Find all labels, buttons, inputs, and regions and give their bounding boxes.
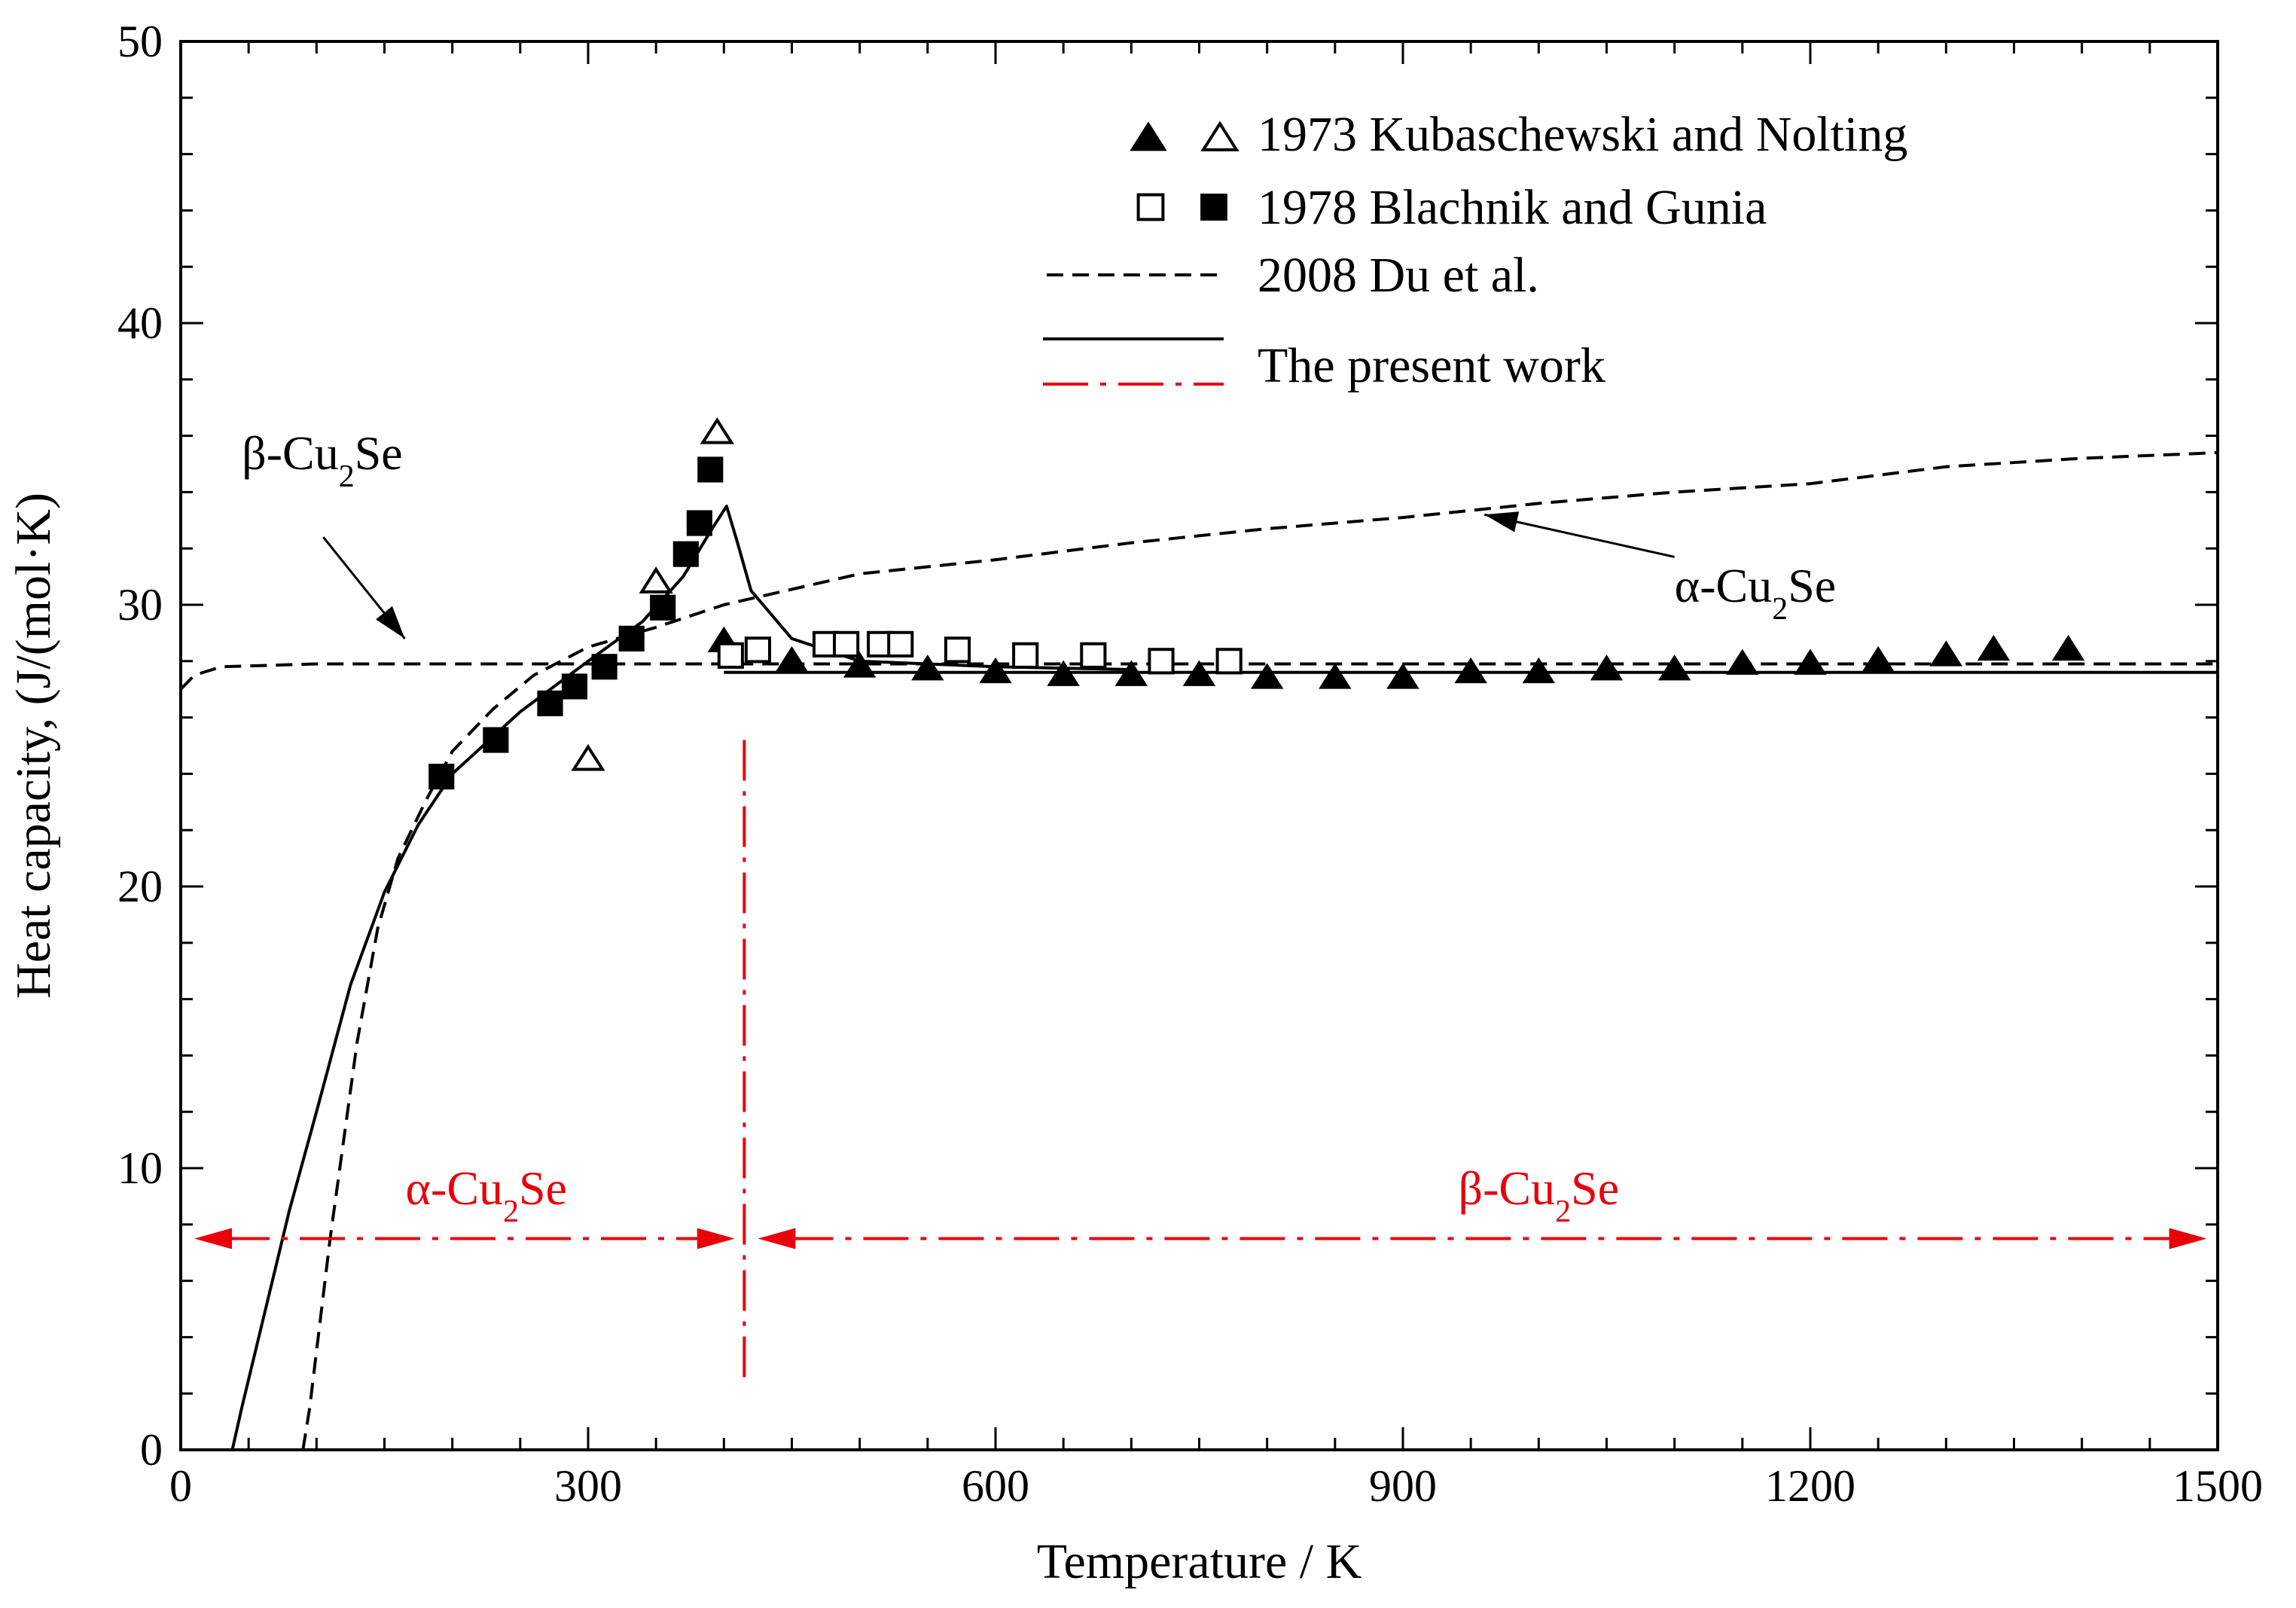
data-point: [591, 654, 617, 680]
x-tick-label: 0: [169, 1461, 192, 1511]
phase-annotation: β-Cu2Se: [242, 426, 403, 494]
data-point: [1250, 663, 1284, 689]
legend-marker-triangle-filled: [1130, 121, 1167, 151]
data-point: [686, 510, 712, 536]
phase-annotation: α-Cu2Se: [1675, 559, 1837, 627]
data-point: [717, 642, 744, 669]
phase-arrowhead-right: [697, 1228, 735, 1249]
x-tick-label: 600: [962, 1461, 1029, 1511]
data-point: [1114, 660, 1148, 686]
data-point: [1726, 648, 1759, 675]
data-point: [833, 630, 860, 658]
data-point: [1386, 663, 1419, 689]
data-point: [1454, 657, 1487, 684]
data-point: [1012, 642, 1039, 669]
y-axis-title: Heat capacity, (J/(mol·K): [6, 493, 61, 999]
legend-label-present-work: The present work: [1258, 338, 1605, 393]
data-point: [639, 566, 673, 593]
data-point: [1215, 648, 1243, 675]
data-point: [1590, 654, 1624, 681]
plot-markers: [428, 417, 2085, 790]
data-point: [1080, 642, 1107, 669]
x-tick-label: 1500: [2173, 1461, 2263, 1511]
x-tick-label: 1200: [1765, 1461, 1855, 1511]
data-point: [697, 456, 724, 483]
data-point: [911, 654, 944, 681]
data-point: [700, 417, 734, 444]
series-line: [230, 505, 1132, 1451]
legend-label-blachnik: 1978 Blachnik and Gunia: [1258, 180, 1767, 235]
data-point: [1657, 654, 1691, 681]
y-tick-label: 30: [117, 580, 163, 630]
phase-arrowhead-left: [194, 1228, 233, 1249]
data-point: [1319, 663, 1352, 689]
legend: 1973 Kubaschewski and Nolting 1978 Blach…: [1043, 107, 1907, 393]
y-tick-label: 10: [117, 1143, 163, 1193]
data-point: [1047, 660, 1080, 686]
legend-marker-square-filled: [1200, 194, 1227, 221]
data-point: [887, 630, 914, 658]
legend-marker-triangle-open: [1200, 121, 1239, 151]
phase-label: α-Cu2Se: [405, 1161, 567, 1229]
annotation-layer: β-Cu2Se α-Cu2Se: [242, 426, 1836, 639]
data-point: [1182, 660, 1216, 686]
phase-label: β-Cu2Se: [1459, 1161, 1620, 1229]
legend-markers: [1043, 121, 1239, 386]
legend-label-du: 2008 Du et al.: [1258, 248, 1539, 303]
annotation-arrowhead: [376, 606, 405, 639]
y-tick-label: 0: [140, 1425, 163, 1475]
axis-ticks: [179, 40, 2219, 1451]
phase-layer: α-Cu2Se β-Cu2Se: [194, 740, 2207, 1380]
data-point: [618, 625, 645, 651]
data-point: [944, 636, 971, 664]
phase-arrowhead-right: [2169, 1228, 2207, 1249]
y-tick-label: 50: [117, 17, 163, 66]
series-line: [179, 662, 2218, 691]
data-point: [1977, 634, 2011, 661]
phase-arrowhead-left: [758, 1228, 796, 1249]
tick-labels: 0 300 600 900 1200 1500 0 10 20 30 40 50: [117, 17, 2263, 1511]
data-point: [650, 594, 676, 621]
data-point: [1148, 648, 1175, 675]
annotation-arrowhead: [1484, 511, 1520, 532]
x-tick-label: 300: [554, 1461, 622, 1511]
y-tick-label: 40: [117, 298, 163, 348]
data-point: [561, 673, 588, 700]
data-point: [2051, 634, 2085, 661]
data-point: [672, 541, 699, 567]
data-point: [483, 727, 509, 753]
data-point: [979, 657, 1012, 684]
data-point: [428, 764, 455, 790]
data-point: [843, 651, 877, 678]
y-tick-label: 20: [117, 862, 163, 911]
data-point: [1522, 657, 1556, 684]
data-point: [744, 636, 771, 664]
data-point: [775, 645, 809, 673]
data-point: [571, 743, 605, 771]
data-point: [1929, 640, 1963, 667]
data-point: [1861, 645, 1895, 673]
data-point: [537, 690, 563, 716]
data-point: [1794, 648, 1827, 675]
legend-marker-square-open: [1136, 193, 1165, 221]
x-tick-label: 900: [1369, 1461, 1437, 1511]
legend-label-kubaschewski: 1973 Kubaschewski and Nolting: [1258, 107, 1907, 162]
x-axis-title: Temperature / K: [1037, 1534, 1362, 1589]
